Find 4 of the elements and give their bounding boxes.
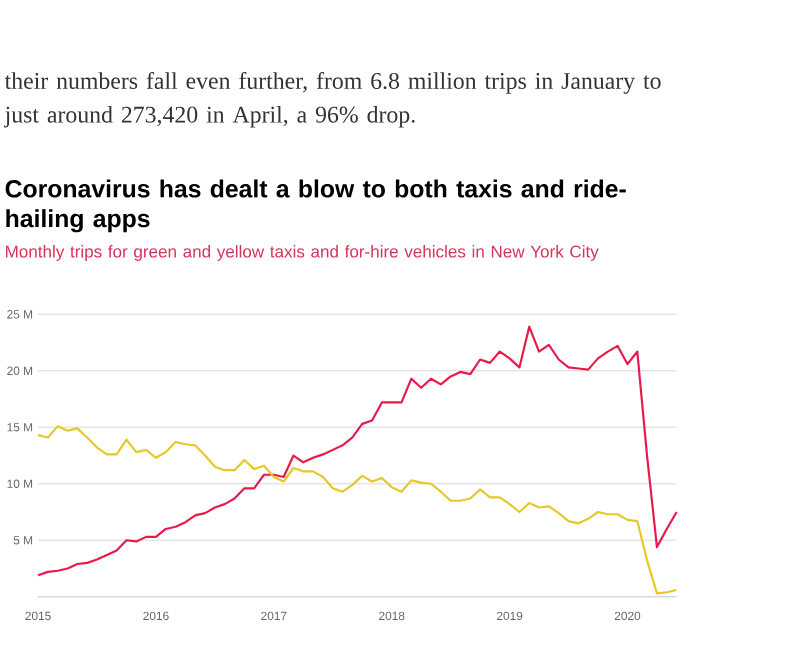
line-series [36, 424, 678, 595]
chart-subtitle: Monthly trips for green and yellow taxis and for-hire vehicles in New York City [6, 244, 599, 261]
chart-title: Coronavirus has dealt a blow to both taxis and ride-hailing apps [5, 179, 626, 233]
text: their numbers fall even further, from 6.8 million trips in January to just around 273,420 in April, a 96% drop. [3, 71, 661, 128]
